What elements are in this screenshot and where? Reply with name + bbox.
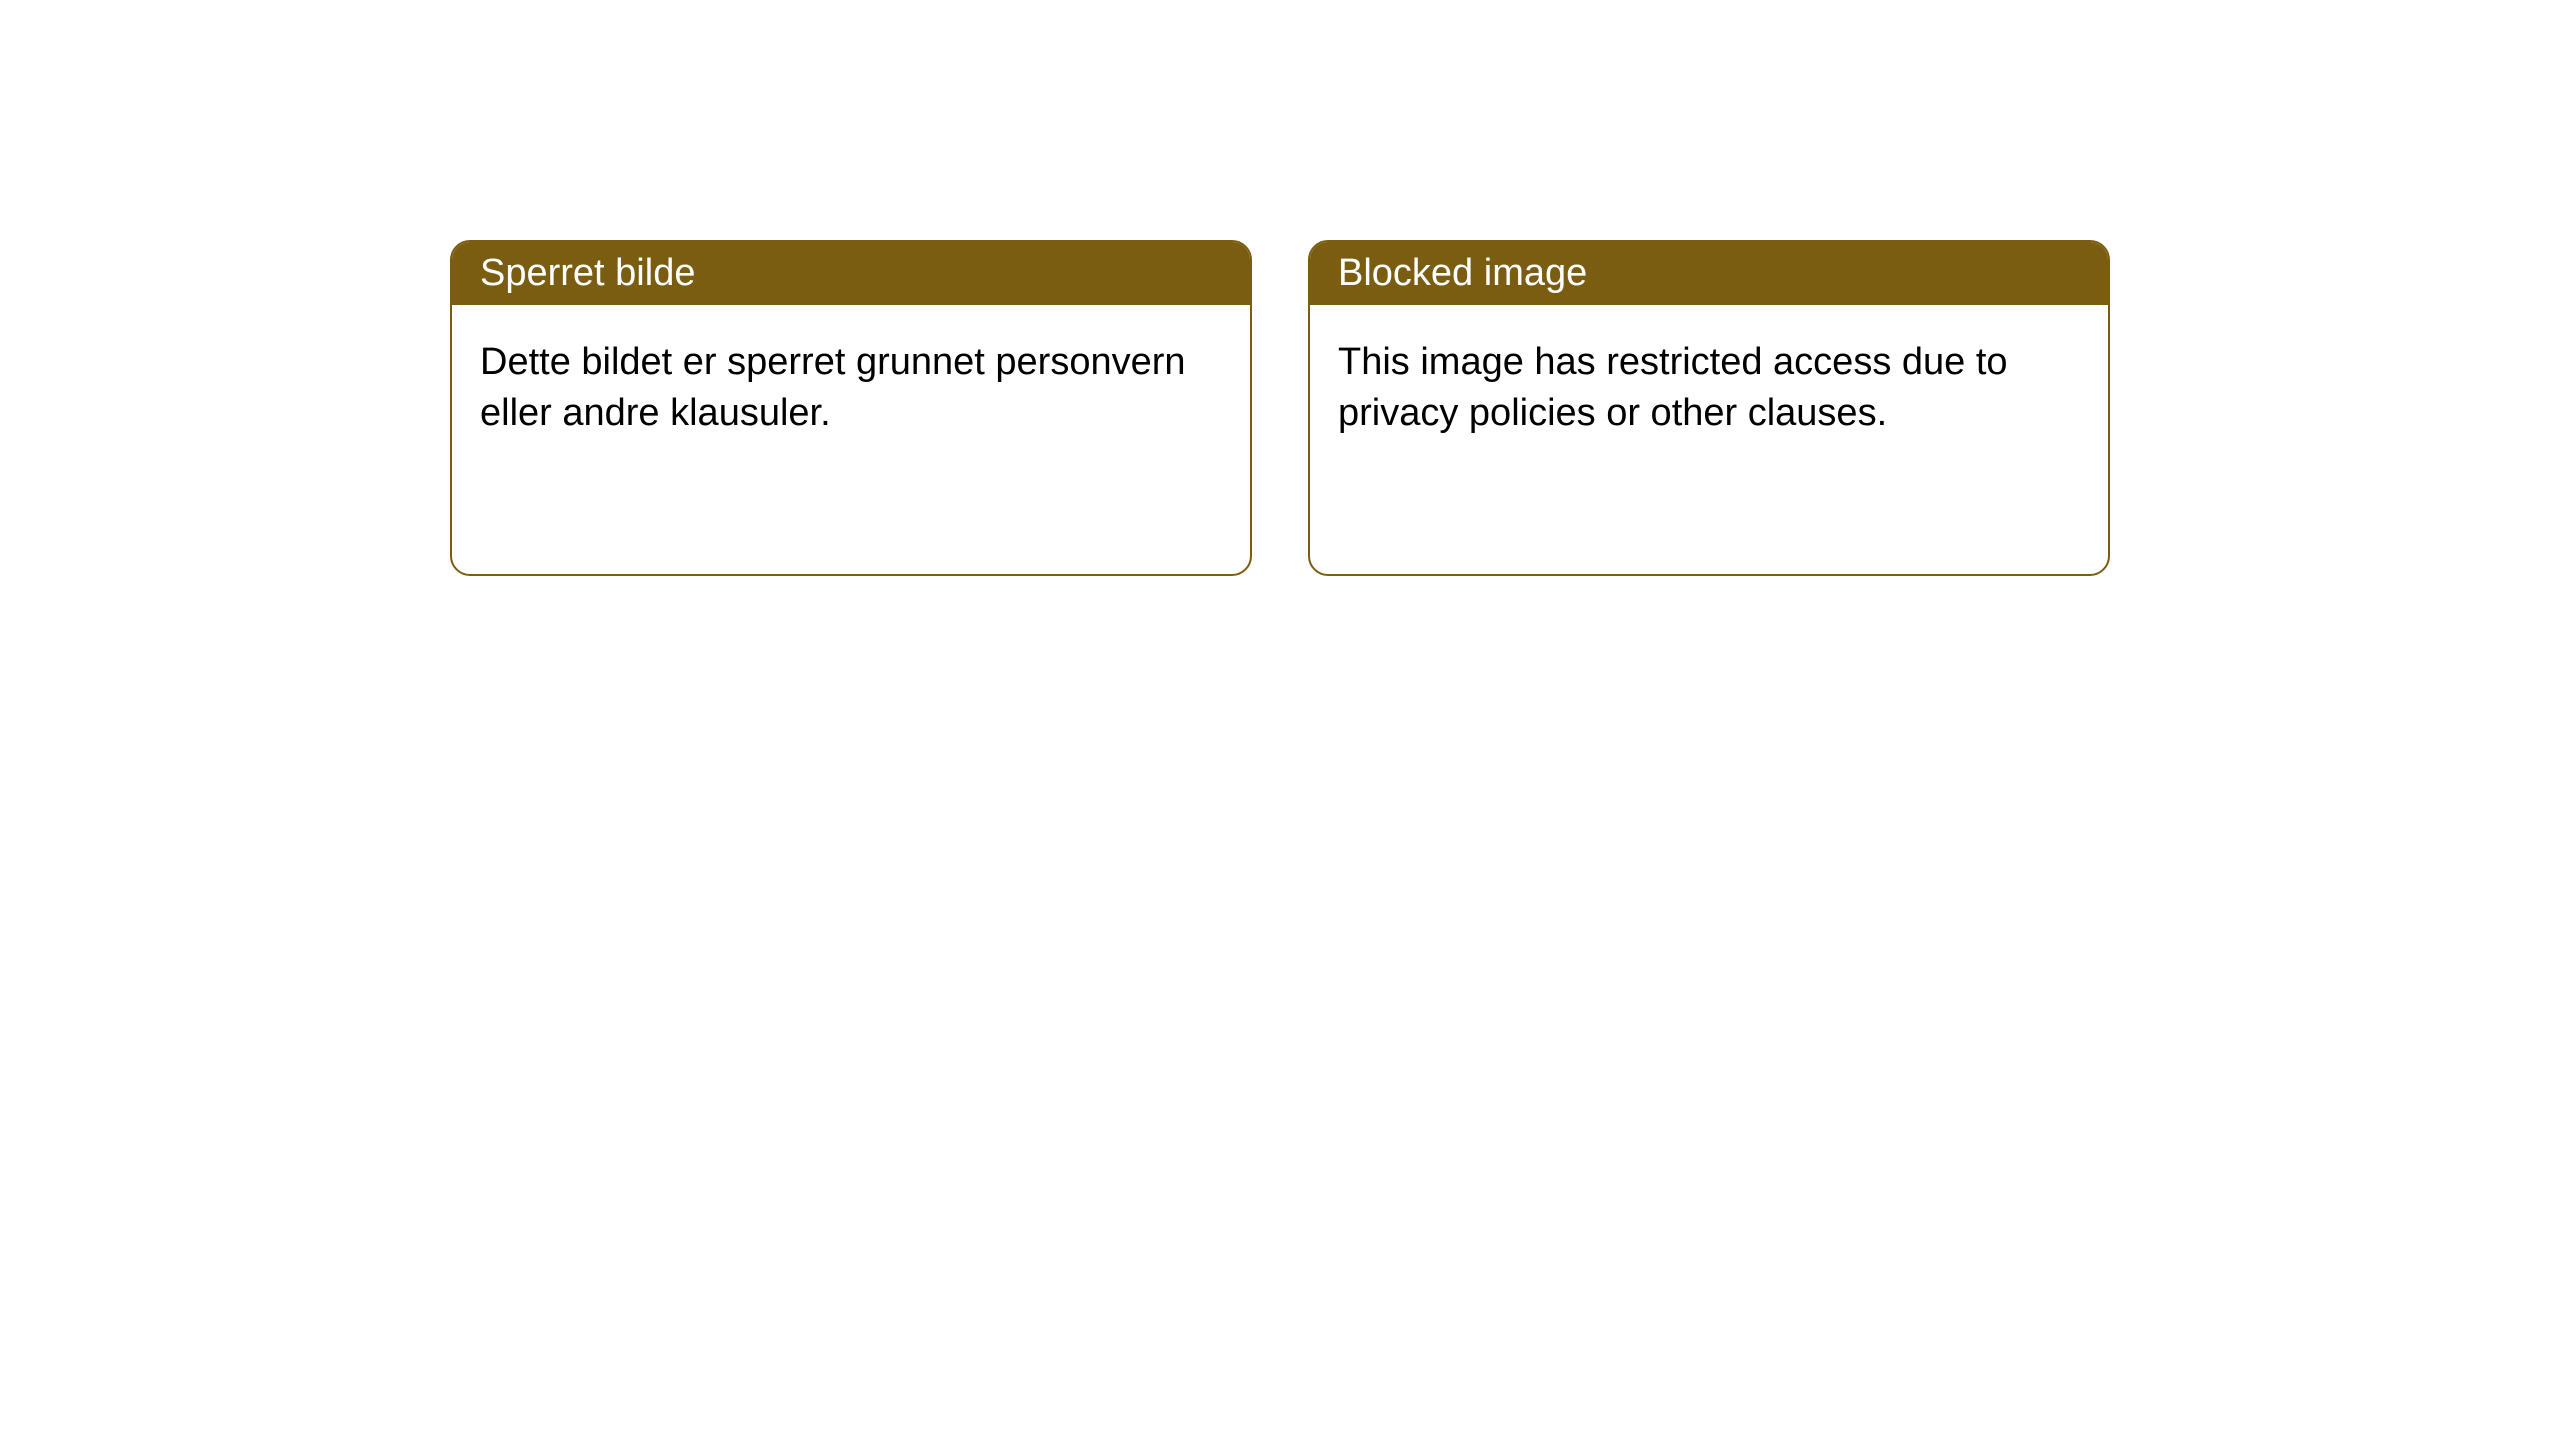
notice-card-header: Blocked image <box>1310 242 2108 305</box>
notice-card-body: Dette bildet er sperret grunnet personve… <box>452 305 1250 472</box>
notice-card-header: Sperret bilde <box>452 242 1250 305</box>
notice-card-body: This image has restricted access due to … <box>1310 305 2108 472</box>
notice-cards-container: Sperret bilde Dette bildet er sperret gr… <box>450 240 2110 576</box>
notice-card-no: Sperret bilde Dette bildet er sperret gr… <box>450 240 1252 576</box>
notice-card-en: Blocked image This image has restricted … <box>1308 240 2110 576</box>
